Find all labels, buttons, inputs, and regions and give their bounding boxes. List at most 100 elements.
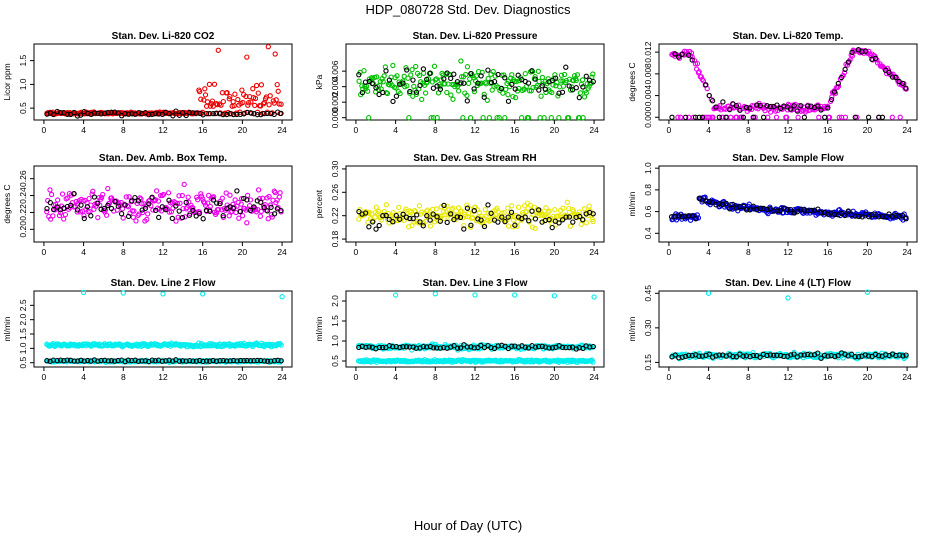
data-point xyxy=(682,213,689,219)
data-point xyxy=(219,195,225,201)
panel-pressure: Stan. Dev. Li-820 Pressure kPa 0 4 8 12 16 20 24… xyxy=(314,31,605,135)
data-point xyxy=(429,206,436,213)
data-point xyxy=(261,110,267,117)
data-point xyxy=(496,115,502,121)
data-point xyxy=(217,200,223,207)
data-point xyxy=(468,222,474,228)
data-point xyxy=(277,190,283,196)
data-point xyxy=(123,194,129,200)
figure-title: HDP_080728 Std. Dev. Diagnostics xyxy=(366,2,571,17)
x-tick-label: 24 xyxy=(589,247,599,257)
data-point xyxy=(115,110,121,116)
data-point xyxy=(400,80,406,86)
data-point xyxy=(590,78,596,85)
data-point xyxy=(122,111,128,117)
x-tick-label: 20 xyxy=(863,372,873,382)
data-point xyxy=(120,290,126,296)
data-point xyxy=(842,212,848,219)
data-point xyxy=(505,91,511,98)
data-point xyxy=(126,194,132,200)
data-point xyxy=(264,208,271,214)
data-point xyxy=(855,354,862,360)
data-point xyxy=(262,201,268,208)
data-point xyxy=(254,111,261,118)
data-point xyxy=(862,211,869,217)
data-point xyxy=(370,219,376,225)
data-point xyxy=(464,98,470,104)
data-point xyxy=(903,85,909,91)
data-point xyxy=(227,358,233,364)
data-point xyxy=(862,48,869,54)
data-point xyxy=(804,103,811,109)
data-point xyxy=(237,357,244,364)
data-point xyxy=(791,351,797,357)
data-point xyxy=(410,344,416,350)
y-tick-label: 0.26 xyxy=(330,184,340,201)
data-point xyxy=(580,345,586,352)
data-point xyxy=(139,201,145,207)
x-tick-label: 0 xyxy=(667,125,672,135)
x-tick-label: 16 xyxy=(510,247,520,257)
data-point xyxy=(679,354,685,360)
data-point xyxy=(581,94,588,100)
data-point xyxy=(159,358,165,364)
data-point xyxy=(682,114,689,120)
data-point xyxy=(543,205,549,211)
data-point xyxy=(454,345,461,351)
data-point xyxy=(556,220,562,226)
data-point xyxy=(125,213,132,220)
data-point xyxy=(258,199,264,205)
data-point xyxy=(463,71,469,78)
data-point xyxy=(458,58,464,64)
data-point xyxy=(386,343,393,349)
data-point xyxy=(268,110,274,117)
data-point xyxy=(532,225,538,232)
data-point xyxy=(405,75,411,81)
data-point xyxy=(382,211,388,218)
data-point xyxy=(747,105,753,111)
data-point xyxy=(529,224,536,230)
data-point xyxy=(230,357,237,364)
data-point xyxy=(451,343,457,349)
data-point xyxy=(57,357,64,363)
x-tick-label: 8 xyxy=(433,372,438,382)
y-axis-label: ml/min xyxy=(627,191,637,216)
data-point xyxy=(434,115,440,121)
data-point xyxy=(408,72,414,78)
panel-grid: Stan. Dev. Li-820 CO2 Licor ppm 0 4 8 12 16 20 2… xyxy=(2,31,918,382)
data-point xyxy=(48,191,55,198)
data-point xyxy=(198,96,204,102)
data-point xyxy=(213,358,220,364)
data-point xyxy=(527,202,533,208)
data-point xyxy=(226,96,232,102)
data-point xyxy=(170,113,176,119)
y-axis-label: ml/min xyxy=(2,316,12,341)
data-point xyxy=(785,295,791,301)
data-point xyxy=(509,81,515,88)
data-point xyxy=(512,94,519,101)
data-point xyxy=(197,357,203,364)
data-point xyxy=(390,344,396,350)
data-point xyxy=(886,69,892,76)
data-point xyxy=(510,93,516,100)
data-point xyxy=(686,114,692,120)
data-point xyxy=(434,83,440,89)
data-point xyxy=(275,88,281,94)
data-point xyxy=(565,115,572,121)
data-point xyxy=(207,208,213,214)
data-point xyxy=(772,108,779,114)
data-point xyxy=(534,83,540,89)
y-tick-label: 0.5 xyxy=(18,357,28,369)
data-point xyxy=(88,213,94,219)
data-point xyxy=(706,92,712,99)
data-point xyxy=(579,77,586,83)
data-point xyxy=(461,222,467,229)
data-point xyxy=(552,206,558,213)
data-point xyxy=(244,109,250,116)
data-point xyxy=(407,88,413,95)
data-point xyxy=(777,352,784,359)
data-point xyxy=(876,353,882,359)
y-tick-label: 1.0 xyxy=(18,78,28,90)
data-point xyxy=(848,351,855,357)
x-tick-label: 8 xyxy=(746,247,751,257)
